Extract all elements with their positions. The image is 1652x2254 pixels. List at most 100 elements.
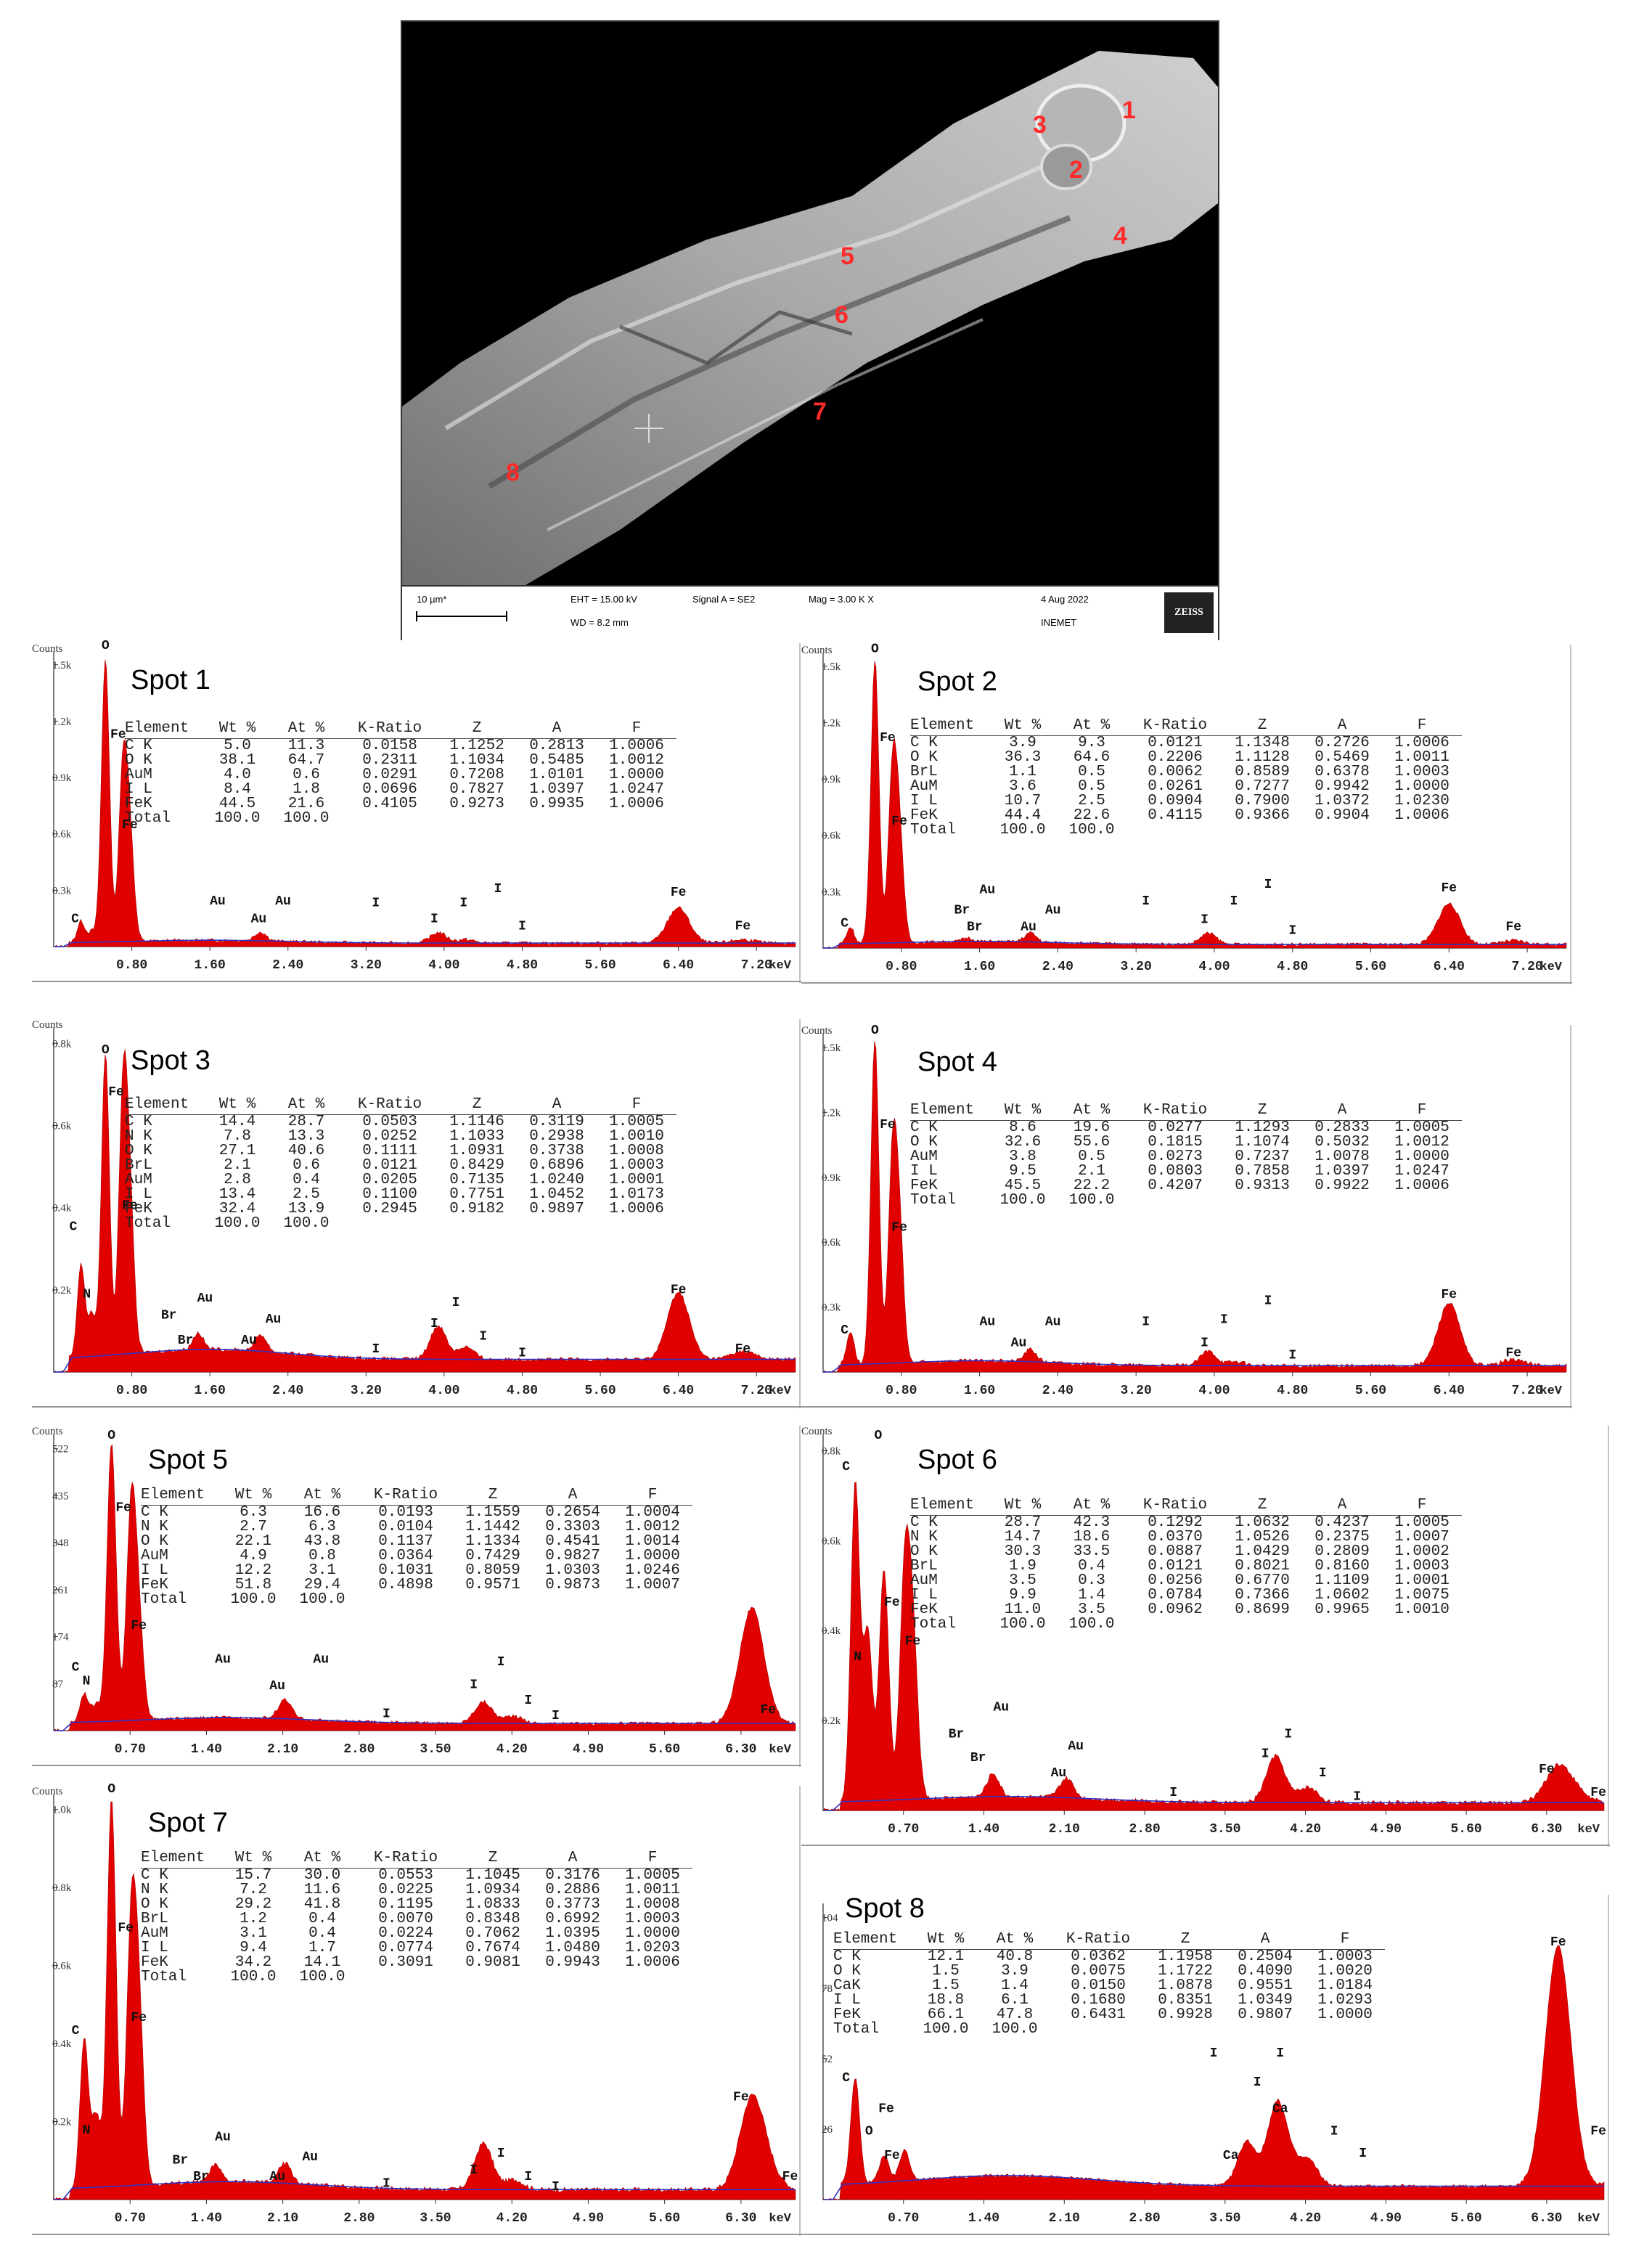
x-tick-label: 4.80 <box>1277 960 1308 974</box>
table-cell: 0.1292 <box>1148 1514 1203 1531</box>
table-cell: 21.6 <box>287 796 325 812</box>
table-cell: 1.0006 <box>609 796 664 812</box>
table-cell: 1.8 <box>293 781 320 798</box>
table-cell: 0.2945 <box>362 1201 417 1217</box>
table-row: FeK 32.4 13.9 0.2945 0.9182 0.9897 1.0006 <box>125 1201 676 1217</box>
table-cell: 1.0001 <box>1394 1572 1449 1589</box>
table-header: At % <box>270 720 343 739</box>
table-header: F <box>597 720 676 739</box>
table-cell: C K <box>141 1867 168 1884</box>
table-cell <box>597 812 676 826</box>
table-cell: 100.0 <box>283 1215 330 1232</box>
peak-label: Fe <box>131 2011 147 2025</box>
table-cell: I L <box>141 1940 168 1956</box>
table-row: C K 15.7 30.0 0.0553 1.1045 0.3176 1.0005 <box>141 1867 692 1884</box>
table-cell: 1.0931 <box>449 1143 504 1159</box>
peak-label: I <box>1142 894 1150 909</box>
table-cell <box>517 1217 597 1231</box>
table-row: FeK 11.0 3.5 0.0962 0.8699 0.9965 1.0010 <box>910 1602 1462 1617</box>
table-cell: 1.0012 <box>1394 1134 1449 1151</box>
table-cell: 1.0008 <box>625 1896 680 1913</box>
spectrum-panel-7: 0.2k 0.4k 0.6k 0.8k 1.0k Counts 0.70 1.40 2.10 2.… <box>32 1782 801 2236</box>
spectrum-panel-6: 0.2k 0.4k 0.6k 0.8k Counts 0.70 1.40 2.10 2.80 3.… <box>801 1426 1610 1847</box>
y-tick-label: 1.5k <box>52 660 72 671</box>
table-header: Element <box>910 1102 990 1121</box>
table-header: F <box>613 1487 692 1506</box>
peak-label: I <box>372 897 380 911</box>
table-cell: 0.8348 <box>465 1911 520 1927</box>
table-cell: 0.7429 <box>465 1548 520 1564</box>
peak-label: I <box>1276 2046 1284 2061</box>
x-tick-label: 1.40 <box>968 2211 999 2226</box>
spot-title: Spot 8 <box>845 1893 925 1924</box>
y-tick-label: 0.8k <box>52 1882 72 1894</box>
table-cell: 0.2311 <box>362 752 417 769</box>
table-cell: 0.0225 <box>378 1882 433 1898</box>
y-tick-label: 0.9k <box>52 772 72 784</box>
table-cell: 1.0008 <box>609 1143 664 1159</box>
table-cell: 0.0904 <box>1148 793 1203 809</box>
table-header: At % <box>286 1850 359 1869</box>
table-cell: AuM <box>910 778 938 795</box>
peak-label: I <box>430 912 438 927</box>
peak-label: I <box>1264 1294 1272 1309</box>
spot-title: Spot 2 <box>917 666 997 697</box>
table-row: C K 8.6 19.6 0.0277 1.1293 0.2833 1.0005 <box>910 1120 1462 1136</box>
table-cell: 64.6 <box>1073 749 1111 766</box>
peak-label: N <box>83 1674 91 1689</box>
table-cell: 38.1 <box>218 752 256 769</box>
table-cell: 9.3 <box>1078 735 1105 751</box>
x-tick-label: 0.80 <box>116 958 147 973</box>
table-cell: 0.7366 <box>1235 1587 1290 1604</box>
spot-title: Spot 3 <box>131 1045 210 1076</box>
table-cell: 13.9 <box>287 1201 325 1217</box>
table-cell: 1.1128 <box>1235 749 1290 766</box>
table-row: BrL 1.2 0.4 0.0070 0.8348 0.6992 1.0003 <box>141 1911 692 1927</box>
table-cell: 34.2 <box>234 1954 272 1971</box>
table-row: O K 29.2 41.8 0.1195 1.0833 0.3773 1.0008 <box>141 1896 692 1913</box>
peak-label: I <box>383 1707 390 1721</box>
y-tick-label: 0.6k <box>822 830 841 842</box>
table-header: Element <box>910 717 990 736</box>
peak-label: Ca <box>1272 2102 1288 2117</box>
table-cell: 0.0887 <box>1148 1543 1203 1560</box>
peak-label: O <box>871 642 879 656</box>
table-cell <box>1222 1617 1302 1632</box>
table-cell: 1.0878 <box>1158 1977 1213 1994</box>
x-tick-label: 3.20 <box>351 958 382 973</box>
x-tick-label: 2.80 <box>1129 2211 1160 2226</box>
peak-label: I <box>552 2180 560 2194</box>
table-cell: 40.8 <box>996 1948 1034 1965</box>
x-tick-label: 4.00 <box>428 1384 459 1398</box>
table-cell: N K <box>125 1128 152 1145</box>
peak-label: Fe <box>733 2091 749 2105</box>
table-row: Total 100.0 100.0 <box>125 1215 676 1232</box>
table-cell: 0.9904 <box>1314 807 1370 824</box>
table-cell: 51.8 <box>234 1577 272 1593</box>
peak-label: I <box>1284 1728 1292 1742</box>
table-header: Z <box>1222 1497 1302 1516</box>
background-fit-line <box>54 1348 796 1373</box>
peak-label: Au <box>215 2130 231 2144</box>
peak-label: Au <box>1011 1336 1027 1350</box>
table-cell: 3.8 <box>1009 1148 1036 1165</box>
table-cell: 1.0349 <box>1238 1992 1293 2009</box>
x-tick-label: 1.60 <box>964 960 995 974</box>
table-cell: 100.0 <box>923 2021 969 2038</box>
table-cell: 1.0247 <box>609 781 664 798</box>
table-header: K-Ratio <box>1128 1102 1222 1121</box>
table-row: O K 32.6 55.6 0.1815 1.1074 0.5032 1.0012 <box>910 1135 1462 1150</box>
table-cell: 14.1 <box>303 1954 341 1971</box>
table-row: AuM 4.0 0.6 0.0291 0.7208 1.0101 1.0000 <box>125 767 676 783</box>
table-cell: 1.0014 <box>625 1533 680 1550</box>
table-cell: 0.4 <box>1078 1558 1105 1575</box>
table-cell: 1.0397 <box>1314 1163 1370 1180</box>
table-cell: 12.1 <box>927 1948 965 1965</box>
table-cell: 0.4 <box>308 1911 336 1927</box>
table-row: FeK 45.5 22.2 0.4207 0.9313 0.9922 1.0006 <box>910 1178 1462 1193</box>
table-cell: 1.0395 <box>545 1925 600 1942</box>
x-tick-label: 6.30 <box>1531 1822 1562 1837</box>
peak-label: I <box>1319 1766 1327 1781</box>
peak-label: Fe <box>110 727 126 742</box>
sem-info-bar: 10 µm* EHT = 15.00 kV WD = 8.2 mm Signal… <box>402 585 1218 640</box>
